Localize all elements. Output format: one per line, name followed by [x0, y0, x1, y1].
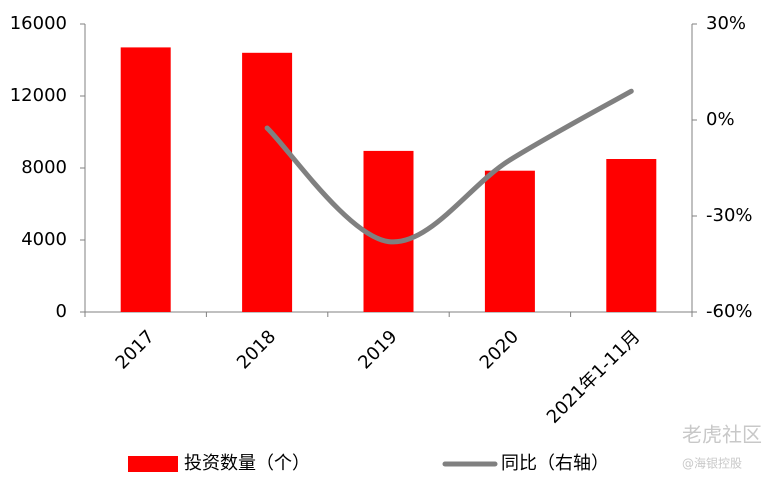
y2-tick-label: 0%	[706, 109, 735, 130]
x-tick-label: 2019	[354, 326, 401, 373]
y2-tick-label: -60%	[706, 301, 753, 322]
bar	[363, 150, 414, 312]
y-tick-label: 16000	[10, 13, 67, 34]
x-tick-label: 2017	[112, 326, 159, 373]
y-tick-label: 0	[56, 301, 67, 322]
legend-swatch	[128, 456, 178, 472]
watermark: @海银控股	[682, 456, 742, 471]
bar	[120, 47, 171, 313]
legend-label: 同比（右轴）	[501, 453, 609, 474]
y-tick-label: 12000	[10, 85, 67, 106]
x-tick-label: 2020	[476, 326, 523, 373]
bar	[242, 52, 293, 313]
y2-tick-label: -30%	[706, 205, 753, 226]
watermark: 老虎社区	[682, 423, 762, 447]
y2-tick-label: 30%	[706, 13, 746, 34]
line	[264, 88, 634, 245]
y-tick-label: 8000	[21, 157, 67, 178]
bar	[484, 170, 535, 312]
x-tick-label: 2018	[233, 326, 280, 373]
bar	[606, 159, 657, 312]
x-tick-label: 2021年1-11月	[543, 326, 645, 428]
legend-label: 投资数量（个）	[184, 453, 310, 474]
y-tick-label: 4000	[21, 229, 67, 250]
